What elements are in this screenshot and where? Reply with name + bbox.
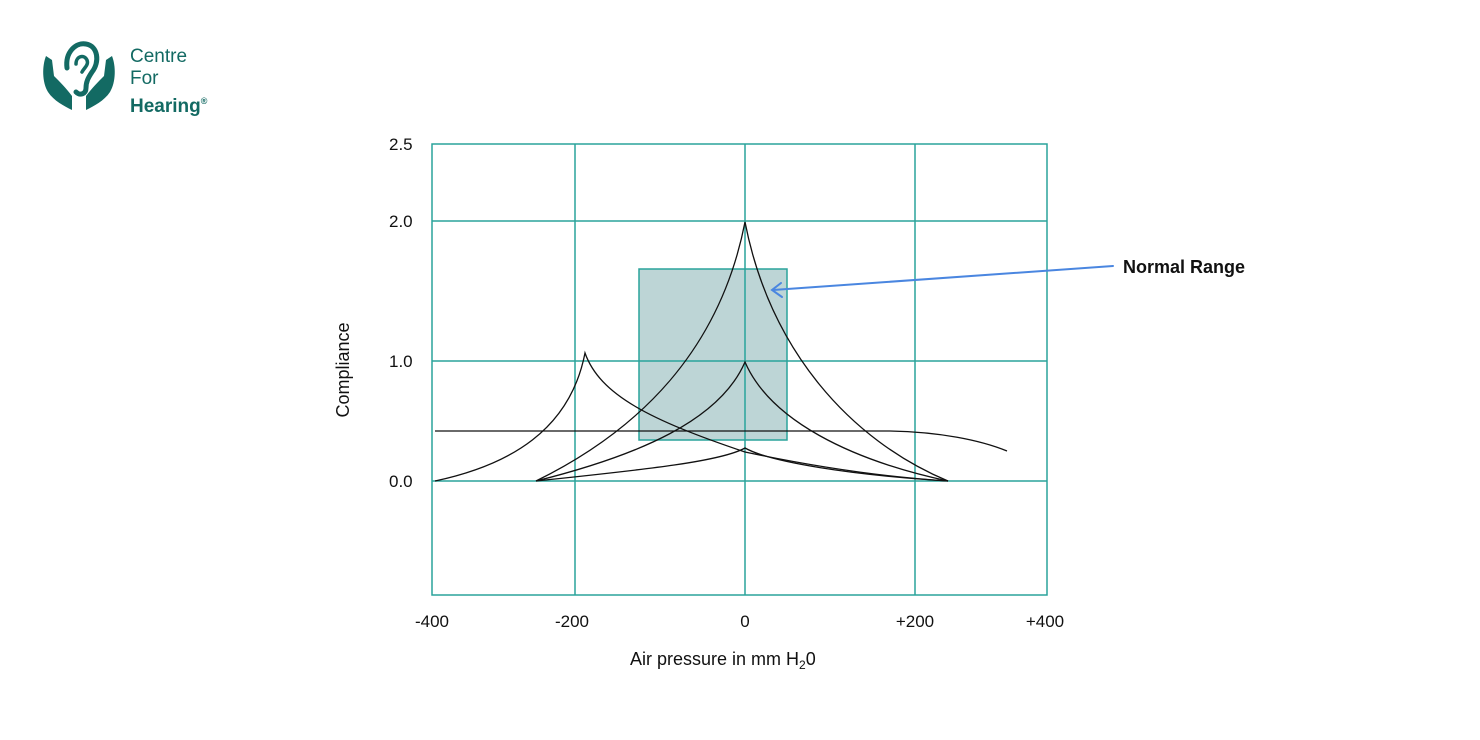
svg-text:0.0: 0.0 — [389, 472, 413, 491]
hands-ear-icon — [43, 41, 115, 110]
x-axis-ticks: -400 -200 0 +200 +400 — [415, 612, 1064, 631]
y-axis-ticks: 2.5 2.0 1.0 0.0 — [389, 135, 413, 491]
normal-range-arrow — [770, 265, 1114, 298]
svg-text:2.0: 2.0 — [389, 212, 413, 231]
brand-name: Centre For Hearing® — [130, 46, 207, 118]
brand-logo: Centre For Hearing® — [40, 38, 207, 118]
svg-text:-200: -200 — [555, 612, 589, 631]
svg-text:1.0: 1.0 — [389, 352, 413, 371]
brand-line-2: For — [130, 68, 159, 89]
svg-text:0: 0 — [740, 612, 749, 631]
normal-range-box — [638, 268, 788, 441]
curve-type-c — [434, 350, 949, 482]
curve-type-b — [435, 430, 1008, 452]
brand-line-3: Hearing® — [130, 96, 208, 117]
y-axis-title: Compliance — [333, 322, 353, 417]
normal-range-label: Normal Range — [1123, 257, 1245, 277]
tympanogram-curves — [434, 221, 1008, 482]
svg-text:+400: +400 — [1026, 612, 1064, 631]
curve-type-a — [535, 360, 949, 482]
svg-text:-400: -400 — [415, 612, 449, 631]
brand-line-1: Centre — [130, 46, 188, 67]
svg-text:+200: +200 — [896, 612, 934, 631]
curve-type-ad — [535, 221, 949, 482]
x-axis-title: Air pressure in mm H20 — [630, 649, 816, 672]
curve-type-as — [535, 447, 949, 482]
svg-text:2.5: 2.5 — [389, 135, 413, 154]
